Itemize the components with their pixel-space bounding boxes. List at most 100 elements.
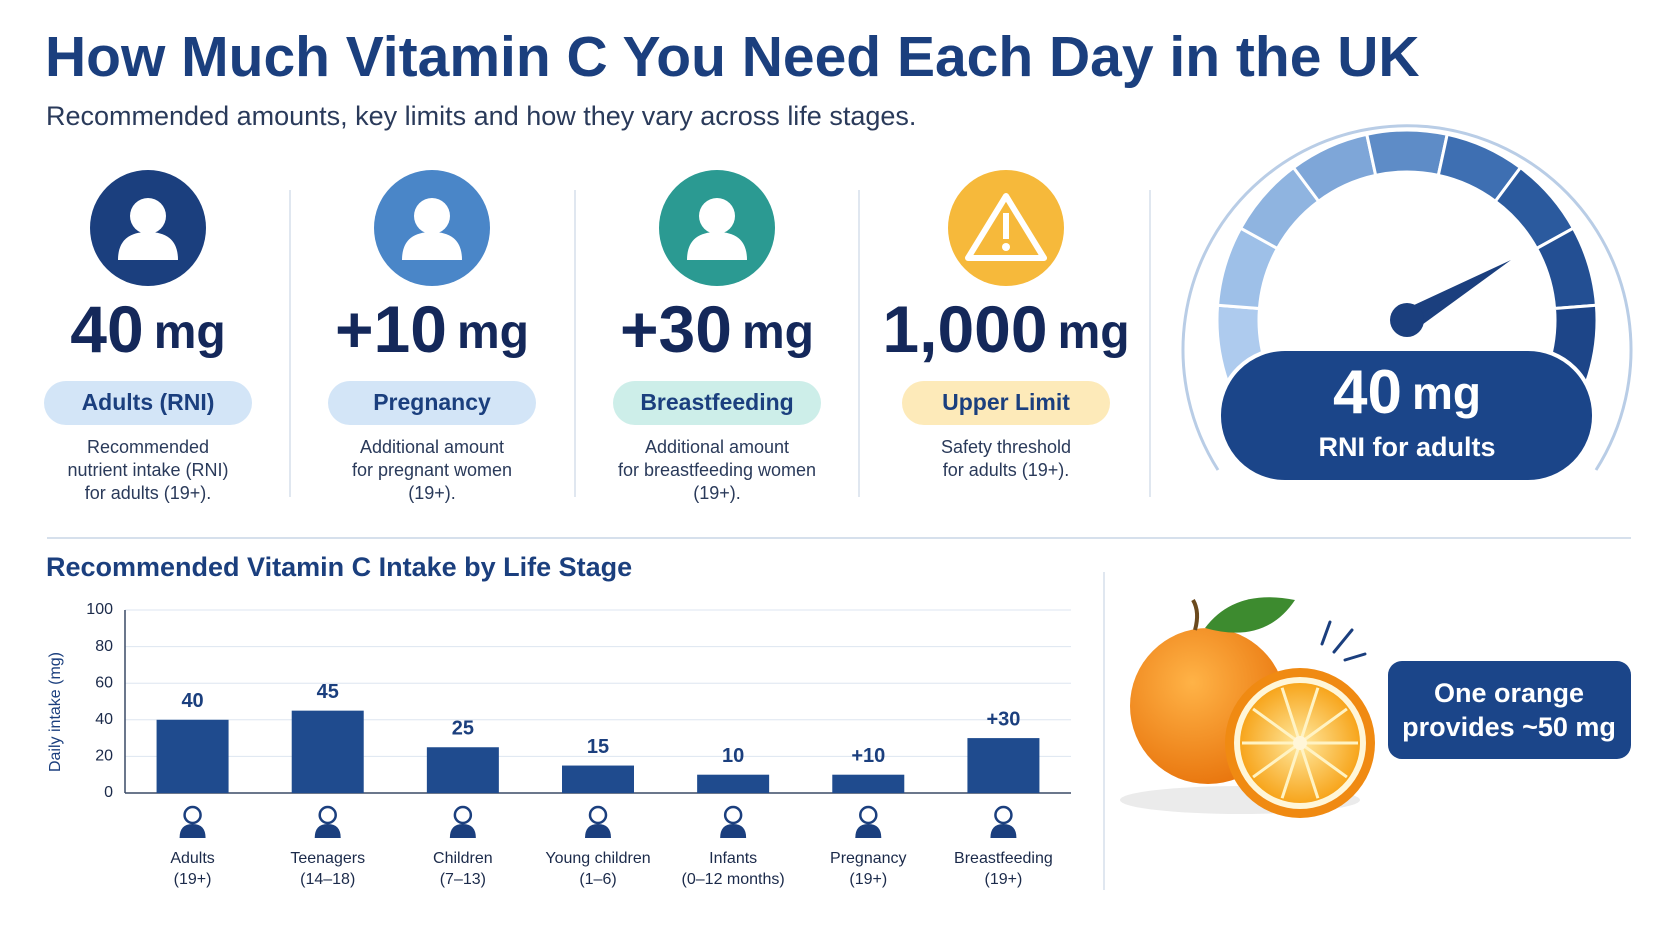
x-tick-note: (19+) [174, 871, 212, 888]
card-number: 40 [70, 292, 143, 366]
callout-box [1388, 661, 1631, 759]
gauge-rim [1181, 124, 1633, 471]
callout-text: provides ~50 mg [1402, 712, 1616, 742]
data-label: +30 [986, 708, 1020, 730]
x-tick-note: (19+) [849, 871, 887, 888]
chart-title: Recommended Vitamin C Intake by Life Sta… [46, 552, 632, 582]
y-tick-label: 100 [86, 601, 113, 618]
gauge-number: 40 [1333, 358, 1402, 427]
card-description: for adults (19+). [85, 483, 212, 503]
card-description: nutrient intake (RNI) [67, 460, 228, 480]
data-label: 40 [181, 690, 203, 712]
card-label: Upper Limit [942, 389, 1070, 415]
x-tick-note: (0–12 months) [682, 871, 785, 888]
subtitle: Recommended amounts, key limits and how … [46, 101, 916, 131]
x-tick-note: (7–13) [440, 871, 486, 888]
card-value: 40 mg [70, 292, 225, 366]
gauge: 40 mg RNI for adults [1181, 124, 1633, 484]
x-tick-label: Children [433, 850, 493, 867]
icon-body [118, 232, 178, 260]
category-icon-body [855, 824, 882, 838]
card-number: +30 [620, 292, 732, 366]
warning-dot [1002, 243, 1010, 251]
card-pill [44, 381, 252, 425]
bar [967, 738, 1040, 793]
card-label: Pregnancy [373, 389, 491, 415]
data-label: 25 [452, 718, 474, 740]
gauge-hub [1390, 303, 1424, 337]
category-icon-body [179, 824, 206, 838]
card-pill [613, 381, 821, 425]
card-unit: mg [742, 306, 814, 359]
card-pill [328, 381, 536, 425]
gauge-label: RNI for adults [1318, 432, 1495, 462]
card-description: (19+). [408, 483, 456, 503]
warning-mark [1003, 213, 1009, 239]
category-icon-head [859, 805, 878, 825]
card-description: for breastfeeding women [618, 460, 816, 480]
x-tick-label: Teenagers [290, 850, 365, 867]
card-description: for pregnant women [352, 460, 512, 480]
category-icon-body [720, 824, 747, 838]
x-tick-label: Adults [170, 850, 214, 867]
y-tick-label: 40 [95, 711, 113, 728]
gauge-needle [1399, 260, 1511, 330]
card-unit: mg [457, 306, 529, 359]
x-tick-note: (14–18) [300, 871, 355, 888]
bar [156, 719, 229, 793]
category-icon-body [449, 824, 476, 838]
data-label: 10 [722, 745, 744, 767]
card-description: Safety threshold [941, 437, 1071, 457]
card-description: for adults (19+). [943, 460, 1070, 480]
warning-icon [965, 193, 1047, 261]
category-icon-head [183, 805, 202, 825]
y-tick-label: 0 [104, 784, 113, 801]
category-icon-head [453, 805, 473, 825]
category-icon-body [314, 824, 341, 838]
category-icon-body [990, 824, 1017, 838]
icon-head [130, 198, 166, 234]
x-tick-label: Young children [545, 850, 650, 867]
card-number: +10 [335, 292, 447, 366]
bar [291, 710, 364, 793]
gauge-value: 40 mg [1333, 358, 1481, 427]
orange-illustration [1120, 597, 1375, 818]
bar [697, 774, 770, 793]
card-unit: mg [1058, 306, 1130, 359]
x-tick-note: (19+) [985, 871, 1023, 888]
card-label: Adults (RNI) [82, 389, 215, 415]
card-description: Additional amount [360, 437, 504, 457]
card-description: Additional amount [645, 437, 789, 457]
icon-body [402, 232, 462, 260]
card-description: Recommended [87, 437, 209, 457]
category-icon-head [994, 805, 1013, 825]
bar [832, 774, 905, 793]
y-tick-label: 60 [95, 674, 113, 691]
bar [426, 747, 499, 793]
icon-head [414, 198, 450, 234]
card-value: +10 mg [335, 292, 529, 366]
card-value: 1,000 mg [882, 292, 1129, 366]
callout-text: One orange [1434, 678, 1584, 708]
card-unit: mg [154, 306, 226, 359]
gauge-unit: mg [1412, 367, 1481, 419]
data-label: 15 [587, 736, 609, 758]
category-icon-body [585, 824, 611, 838]
x-tick-label: Pregnancy [830, 850, 907, 867]
page-title: How Much Vitamin C You Need Each Day in … [45, 25, 1420, 89]
x-tick-label: Breastfeeding [954, 850, 1053, 867]
x-tick-note: (1–6) [579, 871, 616, 888]
card-label: Breastfeeding [640, 389, 793, 415]
category-icon-head [318, 805, 337, 825]
data-label: 45 [317, 681, 339, 703]
data-label: +10 [851, 745, 885, 767]
y-tick-label: 20 [95, 748, 113, 765]
category-icon-head [723, 805, 743, 825]
card-description: (19+). [693, 483, 741, 503]
y-tick-label: 80 [95, 638, 113, 655]
gauge-pill [1217, 347, 1596, 484]
card-pill [902, 381, 1110, 425]
icon-head [699, 198, 735, 234]
bar [562, 765, 634, 793]
